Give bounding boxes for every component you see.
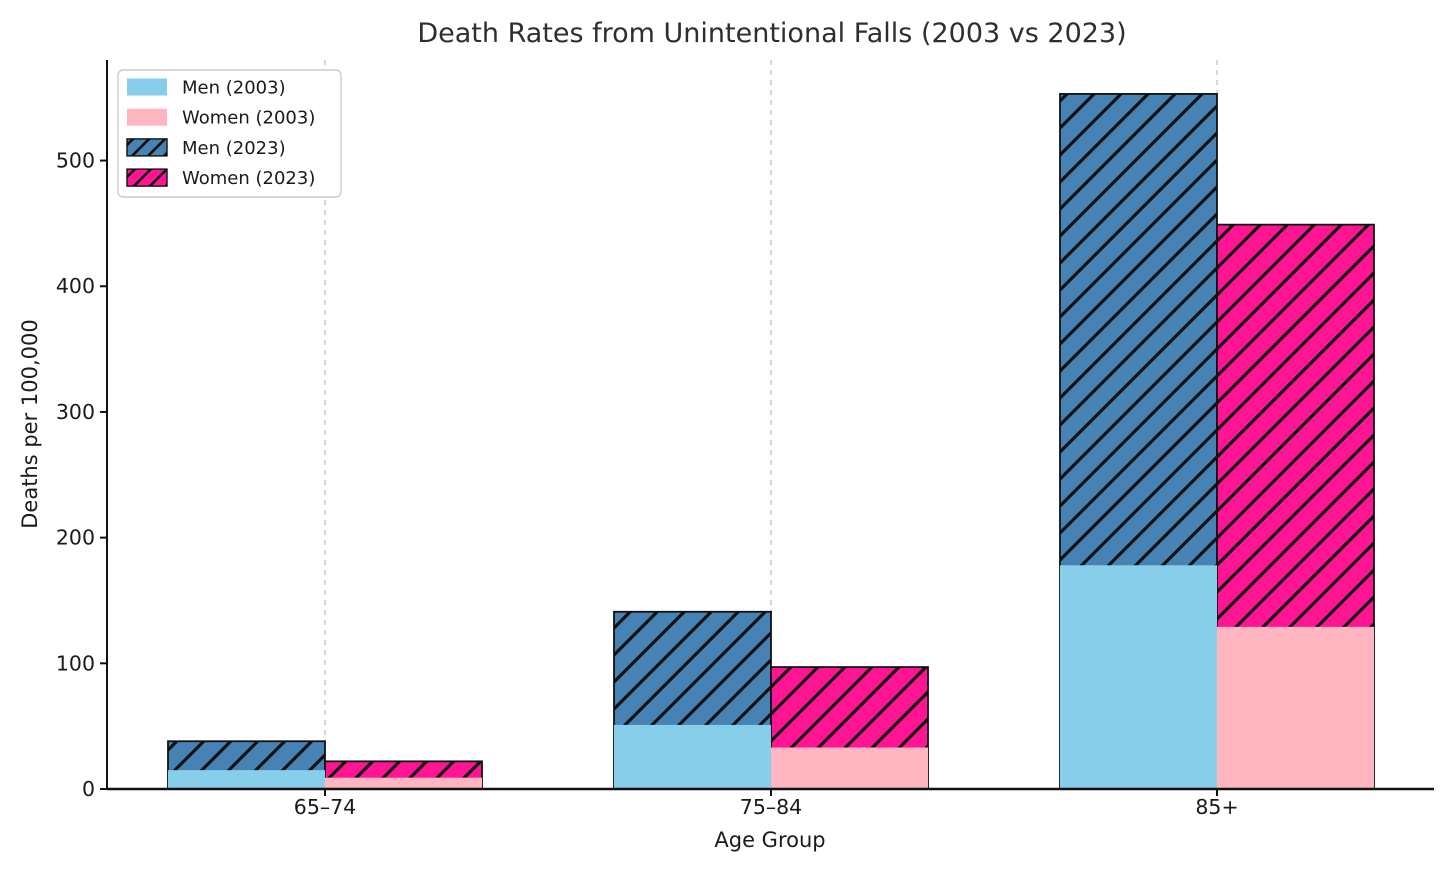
legend-label-women-2003: Women (2003) [182, 108, 315, 129]
legend-box [117, 69, 342, 198]
y-tick-label-500: 500 [56, 149, 95, 173]
legend-swatch-women-2003 [127, 108, 167, 126]
bar-women-2003-85plus [1217, 626, 1374, 789]
x-tick-label-65-74: 65–74 [294, 795, 356, 819]
x-tick-label-75-84: 75–84 [740, 795, 802, 819]
x-tick-label-85plus: 85+ [1195, 795, 1238, 819]
y-axis-label: Deaths per 100,000 [18, 319, 42, 529]
legend-label-men-2023: Men (2023) [182, 138, 286, 159]
x-axis-label: Age Group [714, 828, 825, 852]
bars-layer [167, 93, 1375, 790]
y-tick-label-0: 0 [82, 777, 95, 801]
legend-label-women-2023: Women (2023) [182, 168, 315, 189]
axes-layer: 0 100 200 300 400 500 65–74 75–84 85+ [56, 60, 1434, 819]
y-tick-label-400: 400 [56, 274, 95, 298]
chart-title: Death Rates from Unintentional Falls (20… [417, 18, 1126, 49]
bar-men-2003-65-74 [168, 770, 325, 789]
legend-label-men-2003: Men (2003) [182, 78, 286, 99]
legend-swatch-women-2023 [126, 168, 168, 187]
legend-swatch-men-2023 [126, 138, 168, 157]
legend: Men (2003) Women (2003) Men (2023) Women (2… [117, 69, 342, 198]
bar-women-2003-65-74 [325, 777, 482, 789]
bar-women-2003-75-84 [771, 747, 928, 789]
bar-men-2003-75-84 [614, 724, 771, 789]
y-tick-label-200: 200 [56, 526, 95, 550]
bar-men-2003-85plus [1060, 565, 1217, 789]
legend-swatch-men-2003 [127, 78, 167, 96]
y-tick-label-100: 100 [56, 651, 95, 675]
y-tick-label-300: 300 [56, 400, 95, 424]
